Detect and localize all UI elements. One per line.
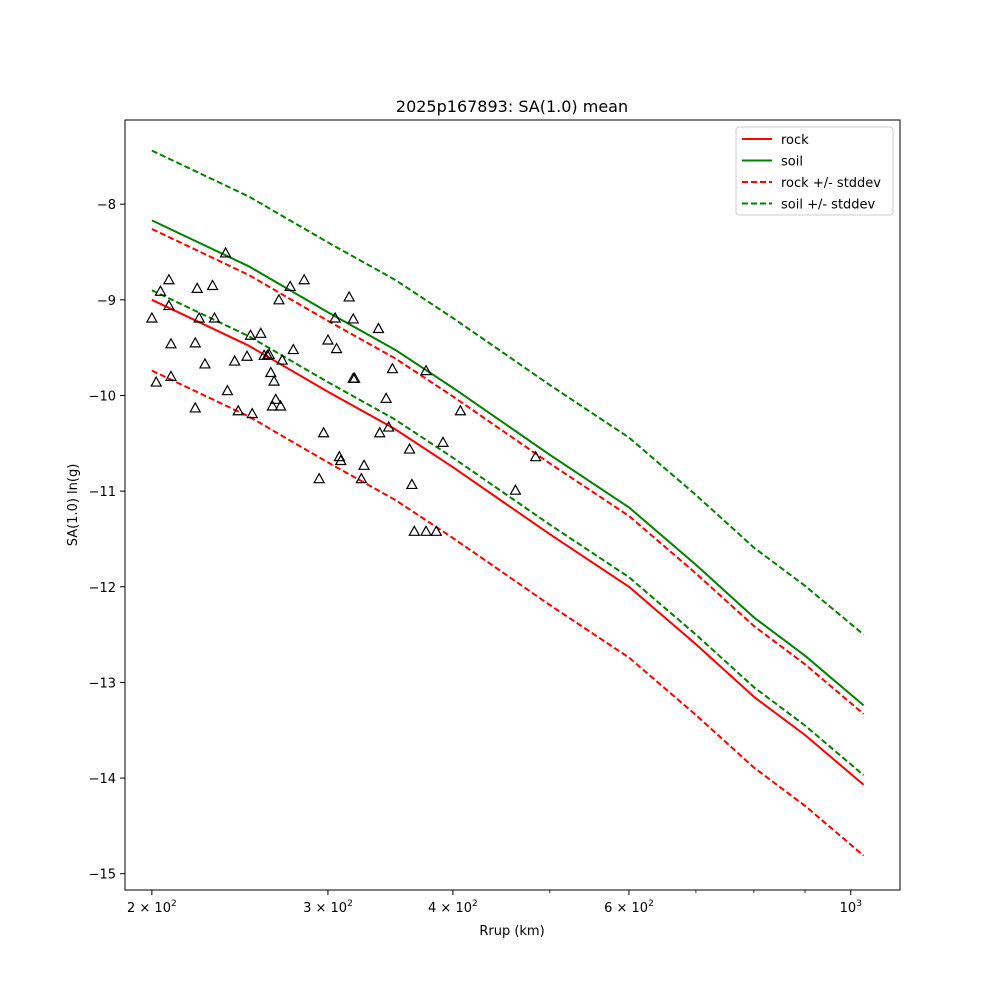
observation-point [333,450,346,462]
observation-point [287,343,300,355]
x-tick-label: 6 × 102 [604,899,654,916]
observation-point [317,426,330,438]
observation-point [261,349,274,360]
observation-point [150,375,163,387]
observation-point [164,370,178,381]
x-tick-label: 103 [840,899,862,916]
series-line-2 [151,228,865,715]
observation-point [284,280,297,292]
observation-point [274,399,287,411]
legend-entry: soil [781,155,803,170]
legend: rock soil rock +/- stddev soil +/- stddev [735,126,894,216]
observation-point [191,282,204,293]
observation-point [509,483,522,495]
y-tick-label: −12 [89,581,116,596]
legend-box [735,126,894,216]
observation-point [266,399,279,411]
observation-point [347,312,360,324]
observation-point [189,401,202,413]
observation-point [272,293,285,305]
chart-title: 2025p167893: SA(1.0) mean [396,97,628,116]
x-axis: 2 × 102 3 × 102 4 × 102 6 × 102 103 [127,890,862,916]
y-tick-label: −9 [97,294,116,309]
y-tick-label: −11 [89,485,116,500]
observation-point [454,404,467,416]
observation-point [372,322,385,334]
observation-point [419,525,433,536]
y-tick-label: −13 [89,676,116,691]
observation-point [162,273,175,285]
observation-point [355,472,368,484]
observation-point [334,454,347,466]
series-layer [151,149,865,857]
observation-point [430,525,443,536]
observation-point [193,311,206,323]
observation-point [162,299,175,311]
legend-entry: rock +/- stddev [781,176,881,191]
legend-entry: soil +/- stddev [781,198,876,213]
observation-point [405,478,418,490]
observation-point [298,273,311,285]
observation-point [321,333,334,345]
observation-point [264,366,277,378]
x-tick-label: 3 × 102 [303,899,353,916]
legend-entry: rock [781,133,809,148]
series-line-0 [151,298,865,786]
observation-point [263,348,276,359]
observation-point [145,311,158,323]
y-tick-label: −15 [89,868,116,883]
observation-point [386,362,399,374]
series-line-5 [151,289,865,776]
observation-point [228,354,241,366]
observation-point [529,450,542,462]
observation-point [348,372,361,383]
observation-points [145,246,542,536]
y-tick-label: −14 [89,772,116,787]
observation-point [189,336,202,348]
observation-point [373,426,386,438]
observation-point [380,392,393,403]
plot-area [125,120,900,890]
x-tick-label: 2 × 102 [127,899,177,916]
observation-point [164,337,178,349]
observation-point [221,384,234,396]
observation-point [208,311,221,323]
observation-point [330,342,343,354]
series-line-4 [151,149,865,636]
observation-point [382,420,395,432]
series-line-3 [151,369,865,857]
observation-point [419,364,433,376]
observation-point [358,459,371,470]
x-tick-label: 4 × 102 [428,899,478,916]
y-tick-label: −10 [89,389,116,404]
observation-point [269,393,282,404]
observation-point [219,246,232,258]
observation-point [198,357,211,369]
observation-point [408,525,421,536]
observation-point [313,472,326,484]
observation-point [276,353,289,365]
observation-point [268,374,281,386]
observation-point [343,290,356,302]
y-tick-label: −8 [97,198,116,213]
observation-point [241,350,254,361]
series-line-1 [151,219,865,707]
observation-point [154,284,167,296]
observation-point [254,327,267,338]
observation-point [244,328,257,340]
y-axis: −8 −9 −10 −11 −12 −13 −14 −15 [89,198,125,883]
observation-point [232,404,245,416]
observation-point [329,311,342,323]
x-axis-label: Rrup (km) [479,924,544,939]
observation-point [436,436,450,447]
observation-point [403,442,416,454]
observation-point [246,407,259,419]
y-axis-label: SA(1.0) ln(g) [66,464,81,547]
observation-point [206,279,219,291]
plot-frame [124,119,901,891]
